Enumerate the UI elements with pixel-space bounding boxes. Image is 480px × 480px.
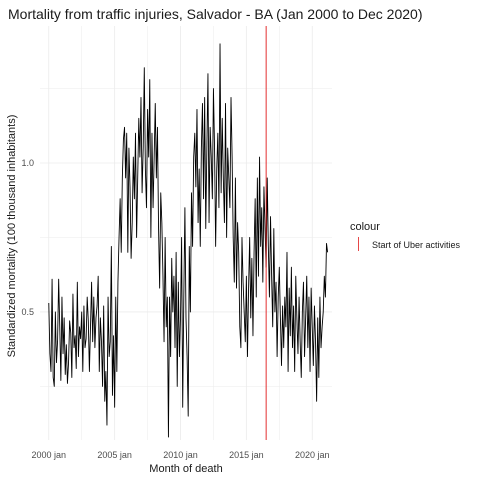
grid [40, 26, 332, 440]
x-tick-label: 2010 jan [163, 450, 198, 460]
legend-label: Start of Uber activities [372, 240, 461, 250]
x-axis-ticks: 2000 jan 2005 jan 2010 jan 2015 jan 2020 jan [32, 450, 330, 460]
x-tick-label: 2015 jan [229, 450, 264, 460]
legend-title: colour [350, 221, 380, 233]
y-axis-title: Standardized mortality (100 thousand inh… [6, 115, 18, 358]
y-tick-label: 1.0 [21, 158, 34, 168]
y-tick-label: 0.5 [21, 307, 34, 317]
legend: colour Start of Uber activities [350, 221, 461, 251]
x-tick-label: 2000 jan [32, 450, 67, 460]
x-tick-label: 2005 jan [97, 450, 132, 460]
chart-title: Mortality from traffic injuries, Salvado… [8, 6, 422, 22]
series-layer [49, 44, 328, 437]
series-line-0 [49, 44, 328, 437]
x-tick-label: 2020 jan [295, 450, 330, 460]
y-axis-ticks: 0.5 1.0 [21, 158, 34, 317]
x-axis-title: Month of death [149, 463, 222, 475]
